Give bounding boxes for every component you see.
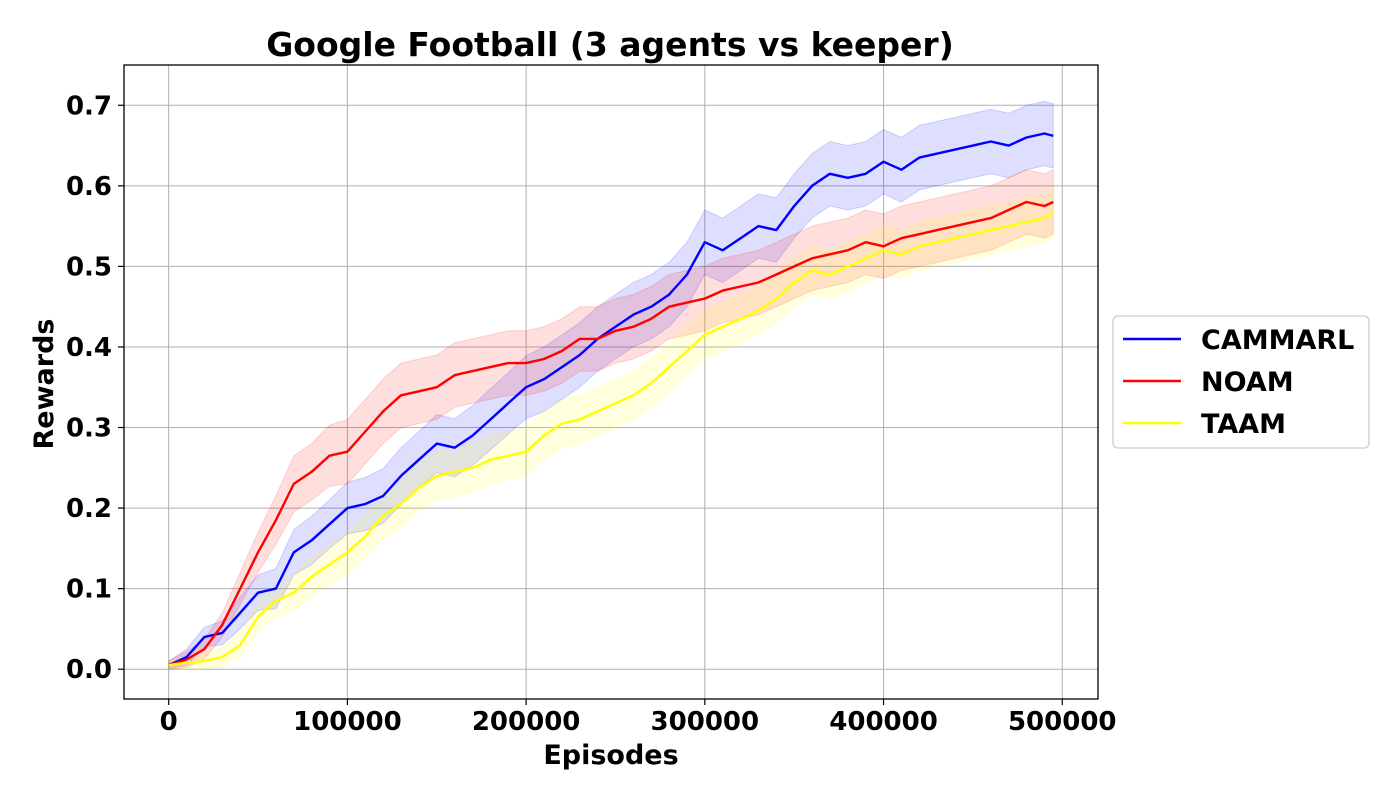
legend-frame (1112, 315, 1370, 449)
y-tick-layer: 0.0 0.1 0.2 0.3 0.4 0.5 0.6 0.7 (66, 91, 124, 685)
x-tick-layer: 0 100000 200000 300000 400000 500000 (160, 699, 1117, 737)
y-tick-label: 0.3 (66, 414, 112, 444)
grid-layer (124, 65, 1098, 699)
y-tick-label: 0.2 (66, 494, 112, 524)
band-taam (168, 187, 1054, 670)
legend-items: CAMMARL NOAM TAAM (1123, 325, 1354, 440)
x-tick-label: 300000 (651, 707, 760, 737)
x-tick-label: 0 (160, 707, 178, 737)
x-axis-label: Episodes (543, 740, 678, 771)
legend-label-noam: NOAM (1201, 367, 1294, 398)
y-tick-label: 0.7 (66, 91, 112, 121)
band-layer (168, 100, 1054, 670)
y-tick-label: 0.4 (66, 333, 112, 363)
band-cammarl (168, 100, 1054, 670)
y-axis-label: Rewards (29, 319, 60, 450)
legend-label-taam: TAAM (1201, 409, 1286, 440)
x-tick-label: 200000 (472, 707, 581, 737)
y-tick-label: 0.1 (66, 575, 112, 605)
band-noam (168, 168, 1054, 670)
y-tick-label: 0.6 (66, 172, 112, 202)
y-tick-label: 0.5 (66, 252, 112, 282)
line-layer (168, 132, 1054, 667)
legend-label-cammarl: CAMMARL (1201, 325, 1354, 356)
plot-frame (123, 64, 1099, 700)
x-tick-label: 400000 (829, 707, 938, 737)
y-tick-label: 0.0 (66, 655, 112, 685)
line-noam (168, 200, 1054, 667)
x-tick-label: 500000 (1008, 707, 1117, 737)
chart-title: Google Football (3 agents vs keeper) (266, 25, 954, 64)
line-cammarl (168, 132, 1054, 667)
x-tick-label: 100000 (293, 707, 402, 737)
line-taam (168, 211, 1054, 667)
legend: CAMMARL NOAM TAAM (1112, 315, 1370, 449)
